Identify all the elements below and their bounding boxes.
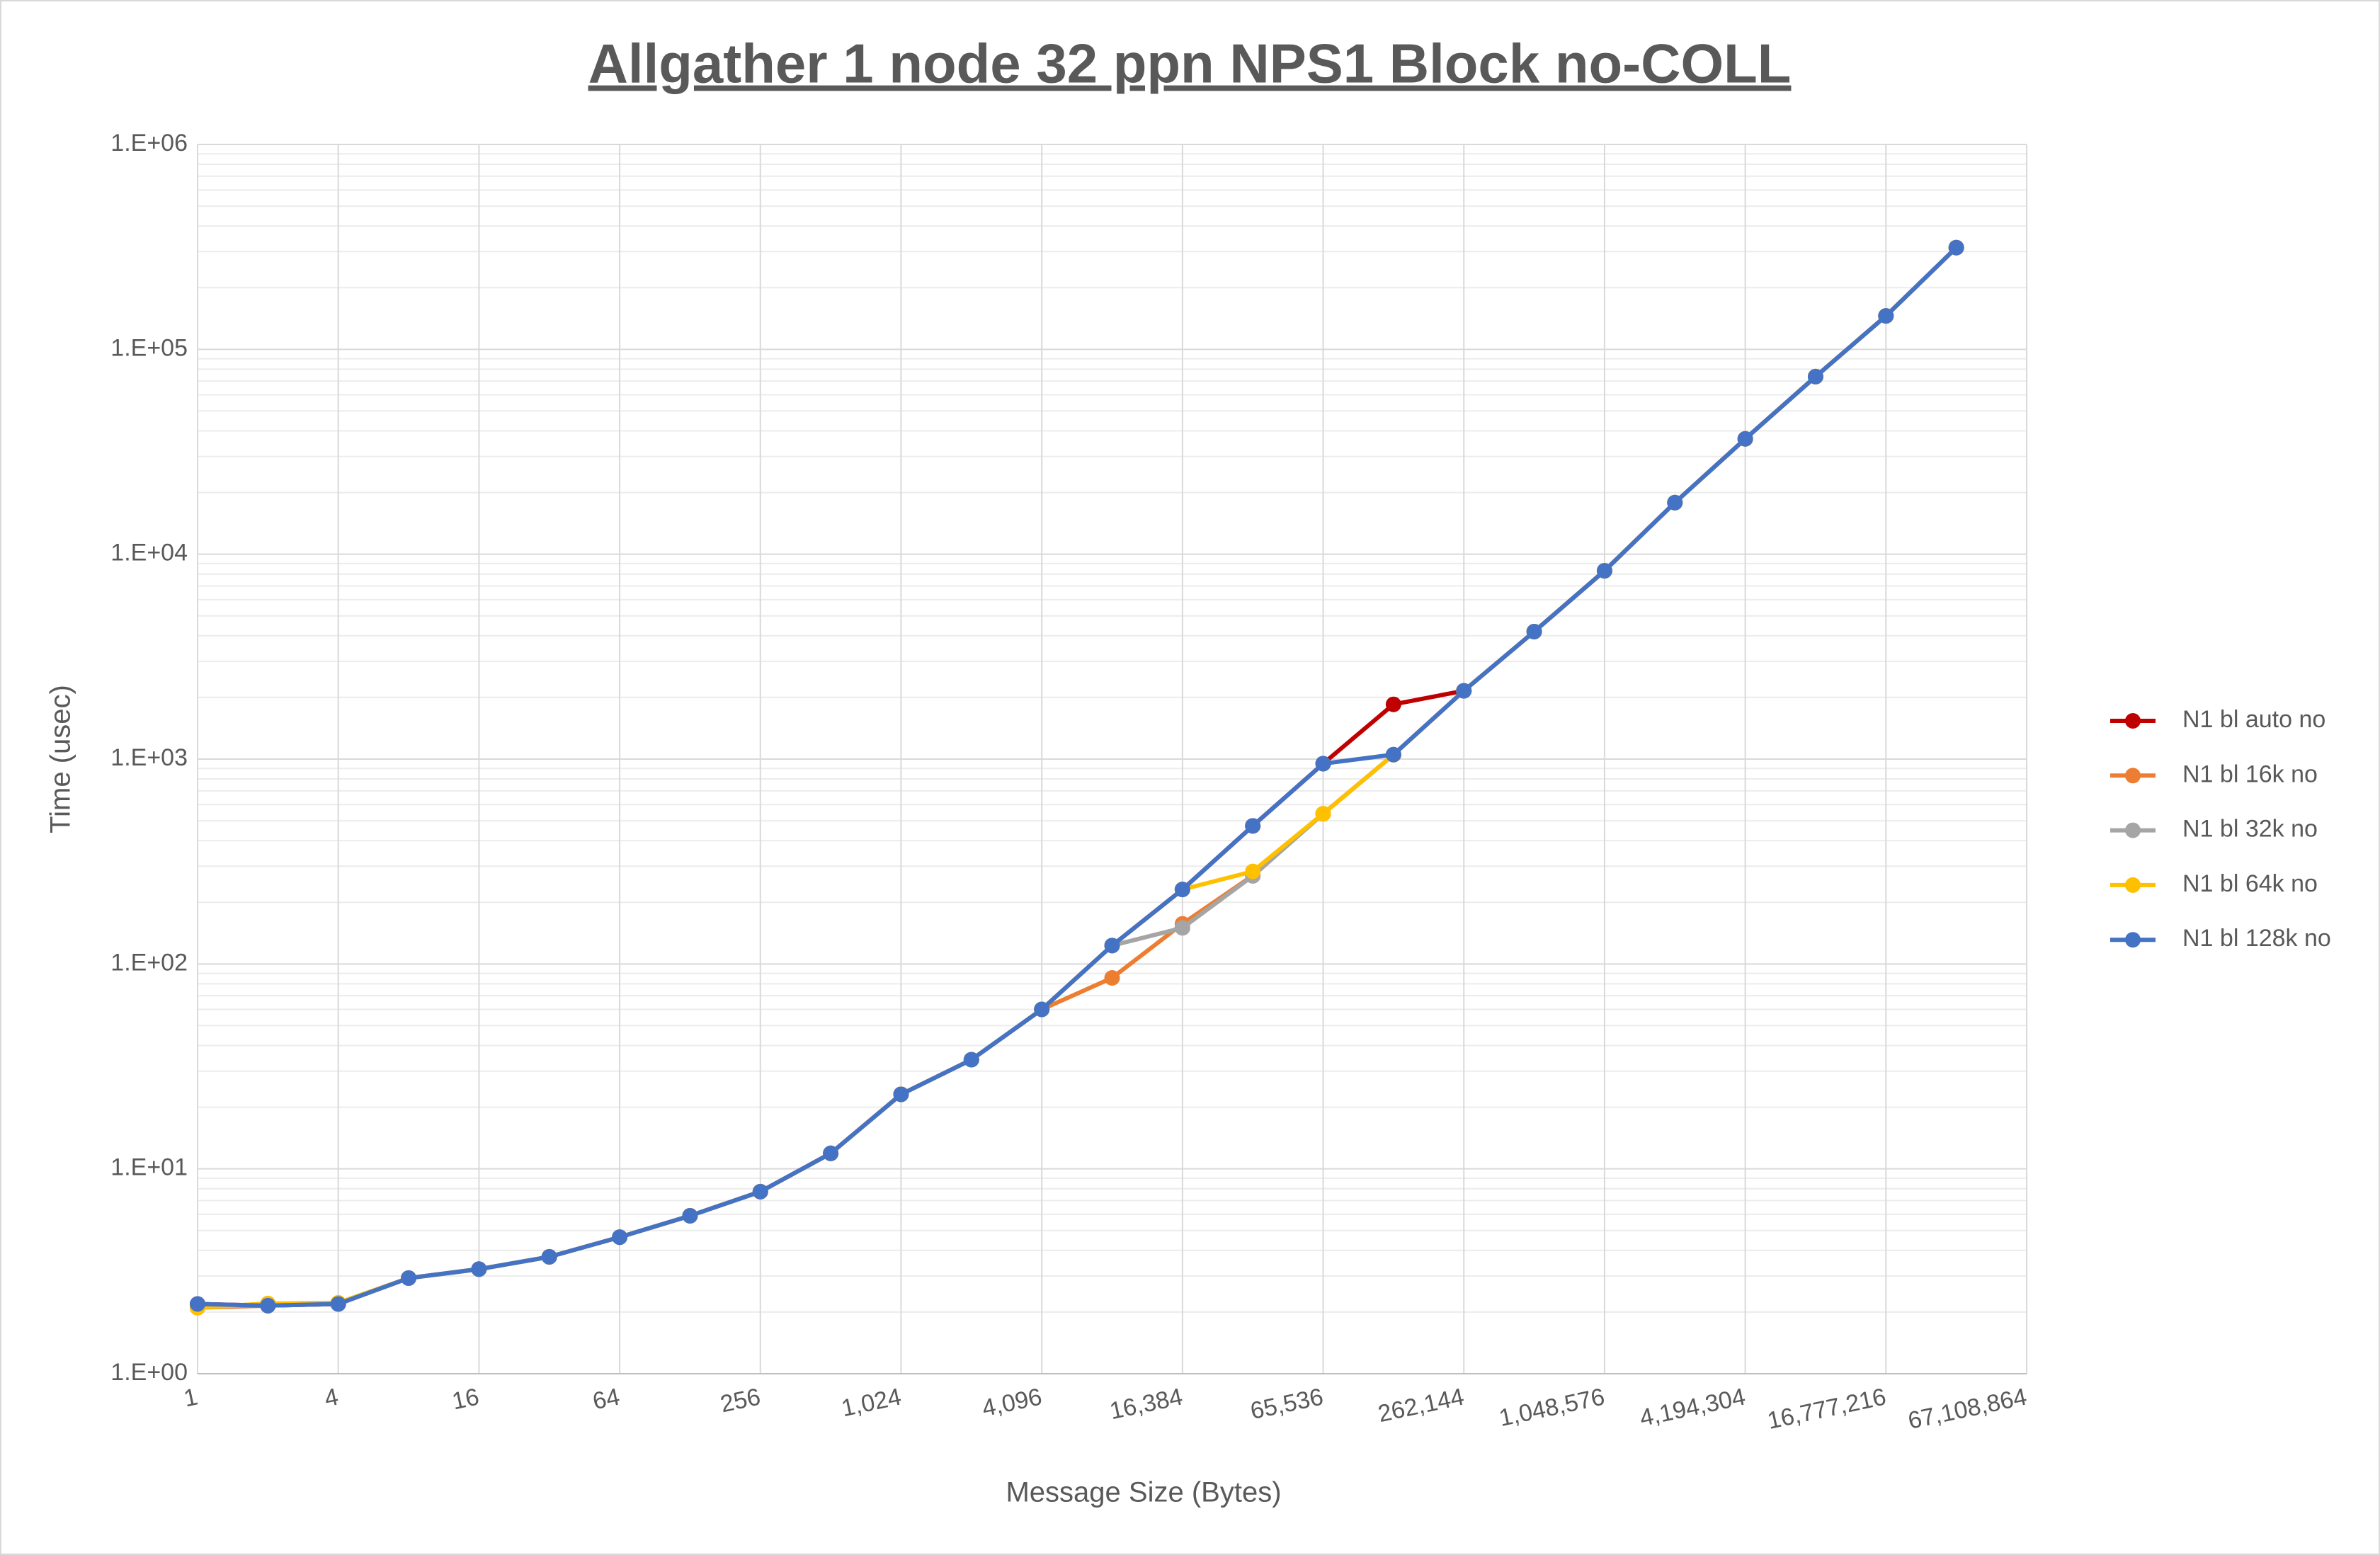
data-point — [1104, 970, 1120, 986]
legend-label: N1 bl 64k no — [2182, 870, 2318, 897]
data-point — [752, 1183, 768, 1200]
y-tick-label: 1.E+05 — [110, 334, 188, 361]
legend-marker — [2125, 822, 2141, 838]
y-tick-label: 1.E+04 — [110, 540, 188, 566]
data-point — [330, 1296, 346, 1312]
legend-label: N1 bl 16k no — [2182, 761, 2318, 787]
data-point — [823, 1145, 839, 1161]
data-point — [1737, 431, 1753, 447]
legend-marker — [2125, 877, 2141, 893]
chart-title: Allgather 1 node 32 ppn NPS1 Block no-CO… — [588, 33, 1792, 95]
data-point — [190, 1296, 205, 1312]
data-point — [260, 1297, 276, 1314]
data-point — [1174, 920, 1190, 936]
data-point — [1456, 683, 1472, 699]
data-point — [682, 1207, 698, 1224]
data-point — [1034, 1001, 1050, 1018]
data-point — [612, 1229, 628, 1246]
x-axis-label: Message Size (Bytes) — [1006, 1477, 1281, 1508]
data-point — [1807, 368, 1823, 385]
y-tick-label: 1.E+03 — [110, 744, 188, 771]
data-point — [1245, 818, 1261, 834]
data-point — [1315, 806, 1331, 822]
data-point — [1948, 239, 1964, 256]
legend-marker — [2125, 768, 2141, 784]
data-point — [471, 1261, 487, 1277]
legend-marker — [2125, 713, 2141, 729]
data-point — [1385, 746, 1401, 763]
data-point — [1245, 863, 1261, 879]
data-point — [1104, 938, 1120, 954]
x-tick-label: 16 — [450, 1383, 482, 1415]
y-tick-label: 1.E+06 — [110, 130, 188, 156]
legend-label: N1 bl 128k no — [2182, 925, 2331, 952]
y-axis-label: Time (usec) — [45, 685, 76, 833]
legend-label: N1 bl auto no — [2182, 706, 2325, 733]
data-point — [401, 1270, 417, 1286]
legend-marker — [2125, 932, 2141, 948]
y-tick-label: 1.E+01 — [110, 1154, 188, 1181]
data-point — [1596, 563, 1612, 579]
data-point — [1315, 756, 1331, 772]
data-point — [1174, 882, 1190, 898]
data-point — [1526, 623, 1542, 639]
data-point — [1385, 696, 1401, 712]
data-point — [1667, 494, 1683, 511]
data-point — [1878, 308, 1894, 324]
y-tick-label: 1.E+02 — [110, 949, 188, 976]
legend-label: N1 bl 32k no — [2182, 816, 2318, 843]
series-line — [197, 246, 1958, 1308]
data-point — [541, 1248, 557, 1265]
data-point — [893, 1086, 909, 1103]
y-tick-label: 1.E+00 — [110, 1359, 188, 1386]
x-tick-label: 64 — [591, 1383, 622, 1415]
data-point — [963, 1052, 979, 1068]
